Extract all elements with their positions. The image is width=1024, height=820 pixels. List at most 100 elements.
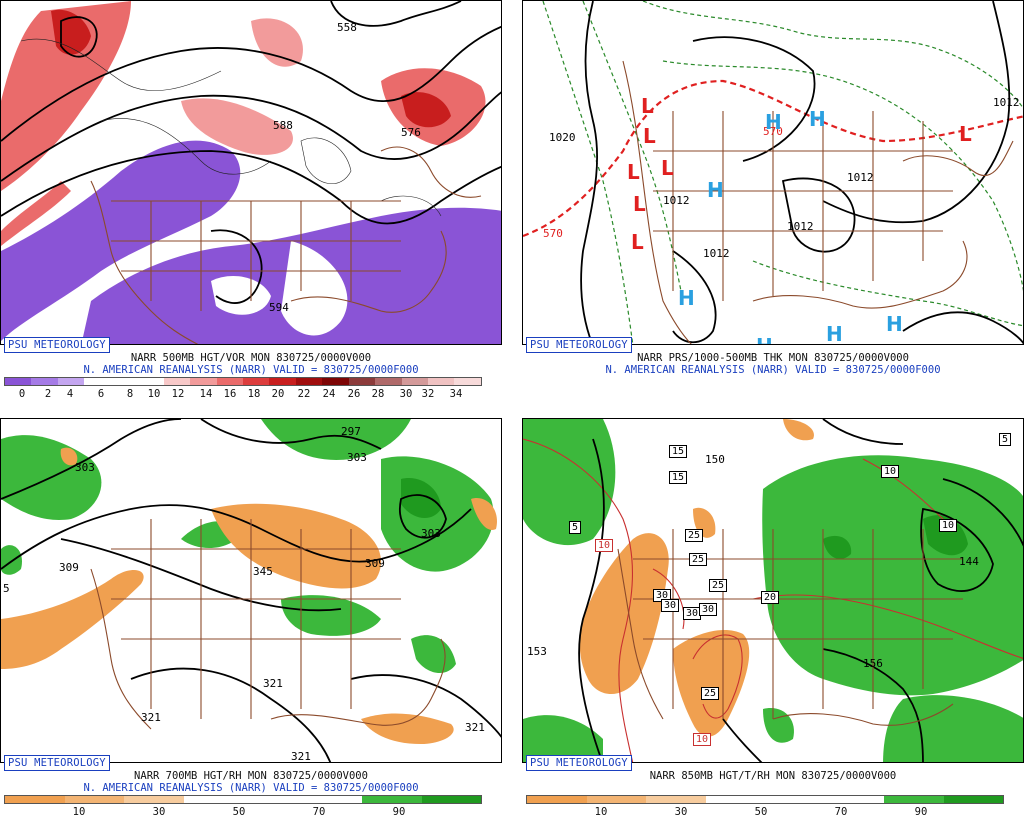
caption-line-1: NARR 500MB HGT/VOR MON 830725/0000V000: [130, 352, 372, 364]
colorbar-tick-label: 26: [347, 388, 361, 400]
vorticity-positive-area: [1, 181, 71, 246]
colorbar-swatch: [421, 796, 481, 803]
coastline: [90, 180, 199, 344]
vorticity-contour: [300, 137, 352, 185]
rh-dry-area: [60, 447, 78, 466]
height-contour: [1, 419, 182, 500]
coastline: [270, 638, 446, 726]
coastline: [752, 240, 968, 309]
thickness-contour: [662, 60, 1023, 292]
caption-line-1: NARR PRS/1000-500MB THK MON 830725/0000V…: [637, 352, 909, 364]
contour-label: 309: [59, 561, 79, 574]
contour-label: 576: [401, 126, 421, 139]
map-850mb: 150 144 156 153 5 15 15 10 5 10 10 25 25 25 30 30 30…: [522, 418, 1024, 763]
colorbar-swatch: [375, 378, 402, 385]
rh-moist-area: [261, 419, 411, 460]
colorbar-tick-label: 14: [199, 388, 213, 400]
coastline: [380, 146, 482, 198]
high-pressure-marker: H: [765, 110, 782, 134]
colorbar-tick-label: 4: [66, 388, 74, 400]
colorbar-tick-label: 30: [152, 806, 166, 818]
low-pressure-marker: L: [959, 122, 972, 146]
colorbar-swatch: [5, 378, 32, 385]
state-lines: [111, 519, 401, 719]
colorbar-swatch: [137, 378, 164, 385]
height-contour: [1, 25, 501, 142]
colorbar-swatch: [110, 378, 138, 385]
panel-500mb-height-vorticity: 558 588 576 594 PSU METEOROLOGY NARR 500…: [0, 0, 502, 402]
coastline: [902, 140, 1014, 177]
colorbar-swatch: [190, 378, 217, 385]
boxed-contour-label: 30: [683, 607, 702, 620]
colorbar-tick-label: 8: [126, 388, 134, 400]
high-pressure-marker: H: [756, 334, 773, 345]
temperature-contour: [692, 634, 743, 719]
colorbar-tick-label: 50: [232, 806, 246, 818]
rh-moist-area: [762, 455, 1023, 696]
rh-moist-area: [523, 419, 616, 546]
rh-moist-area: [523, 715, 603, 762]
coastline: [90, 568, 152, 730]
vorticity-positive-area: [251, 18, 303, 67]
caption-line-2: N. AMERICAN REANALYSIS (NARR) VALID = 83…: [83, 364, 419, 376]
contour-label: 309: [365, 557, 385, 570]
height-contour: [942, 478, 1023, 547]
rh-dry-area: [783, 419, 814, 441]
temperature-contour: [523, 438, 634, 762]
vorticity-positive-area: [181, 98, 293, 155]
panel-surface-pressure-thickness: 1020 1012 1012 1012 1012 1012 570 570 H …: [522, 0, 1024, 402]
colorbar: [4, 377, 482, 386]
height-contour: [822, 648, 924, 762]
thickness-label: 570: [763, 125, 783, 138]
thickness-570-line: [523, 79, 1023, 238]
boxed-contour-label: 20: [761, 591, 780, 604]
contour-label: 594: [269, 301, 289, 314]
map-surface: 1020 1012 1012 1012 1012 1012 570 570 H …: [522, 0, 1024, 345]
panel-850mb-height-temp-rh: 150 144 156 153 5 15 15 10 5 10 10 25 25 25 30 30 30…: [522, 418, 1024, 820]
panel-700mb-height-rh: 303 297 303 309 303 345 309 321 321 321 …: [0, 418, 502, 820]
colorbar-ticks: 10 30 50 70 90: [526, 806, 1004, 818]
height-contour: [130, 667, 332, 762]
state-lines: [111, 201, 401, 311]
isobar-label: 1012: [847, 171, 874, 184]
colorbar-swatch: [454, 378, 481, 385]
boxed-contour-label: 25: [709, 579, 728, 592]
colorbar-tick-label: 70: [834, 806, 848, 818]
psu-meteorology-badge: PSU METEOROLOGY: [526, 337, 632, 353]
colorbar-swatch: [124, 796, 184, 803]
contour-label: 345: [253, 565, 273, 578]
colorbar-tick-label: 22: [297, 388, 311, 400]
thickness-contour: [642, 1, 1023, 110]
map-700mb: 303 297 303 309 303 345 309 321 321 321 …: [0, 418, 502, 763]
contour-label: 5: [3, 582, 10, 595]
isobar: [902, 311, 1023, 344]
low-pressure-marker: L: [643, 124, 656, 148]
state-lines: [633, 529, 963, 719]
colorbar-tick-label: 0: [18, 388, 26, 400]
boxed-contour-label: 10: [881, 465, 900, 478]
high-pressure-marker: H: [678, 286, 695, 310]
height-contour: [1, 91, 501, 182]
boxed-contour-label: 15: [669, 445, 688, 458]
boxed-contour-label: 30: [699, 603, 718, 616]
isobar: [822, 1, 1011, 224]
vorticity-positive-area: [401, 92, 451, 128]
rh-moist-area: [411, 635, 456, 674]
low-pressure-marker: L: [631, 230, 644, 254]
rh-moist-area: [883, 695, 1023, 762]
contour-label: 303: [347, 451, 367, 464]
colorbar-swatch: [64, 796, 124, 803]
isobar: [672, 250, 717, 344]
temperature-contour: [652, 568, 685, 630]
colorbar: [526, 795, 1004, 804]
rh-moist-area: [281, 595, 381, 636]
colorbar-swatch: [428, 378, 455, 385]
rh-moist-area: [1, 545, 22, 575]
boxed-contour-label: 15: [669, 471, 688, 484]
vorticity-contour: [20, 38, 222, 91]
coastline: [772, 703, 954, 726]
rh-moist-area: [763, 708, 794, 743]
rh-moist-area: [823, 535, 852, 559]
colorbar-swatch: [243, 796, 303, 803]
isobar: [580, 1, 598, 344]
